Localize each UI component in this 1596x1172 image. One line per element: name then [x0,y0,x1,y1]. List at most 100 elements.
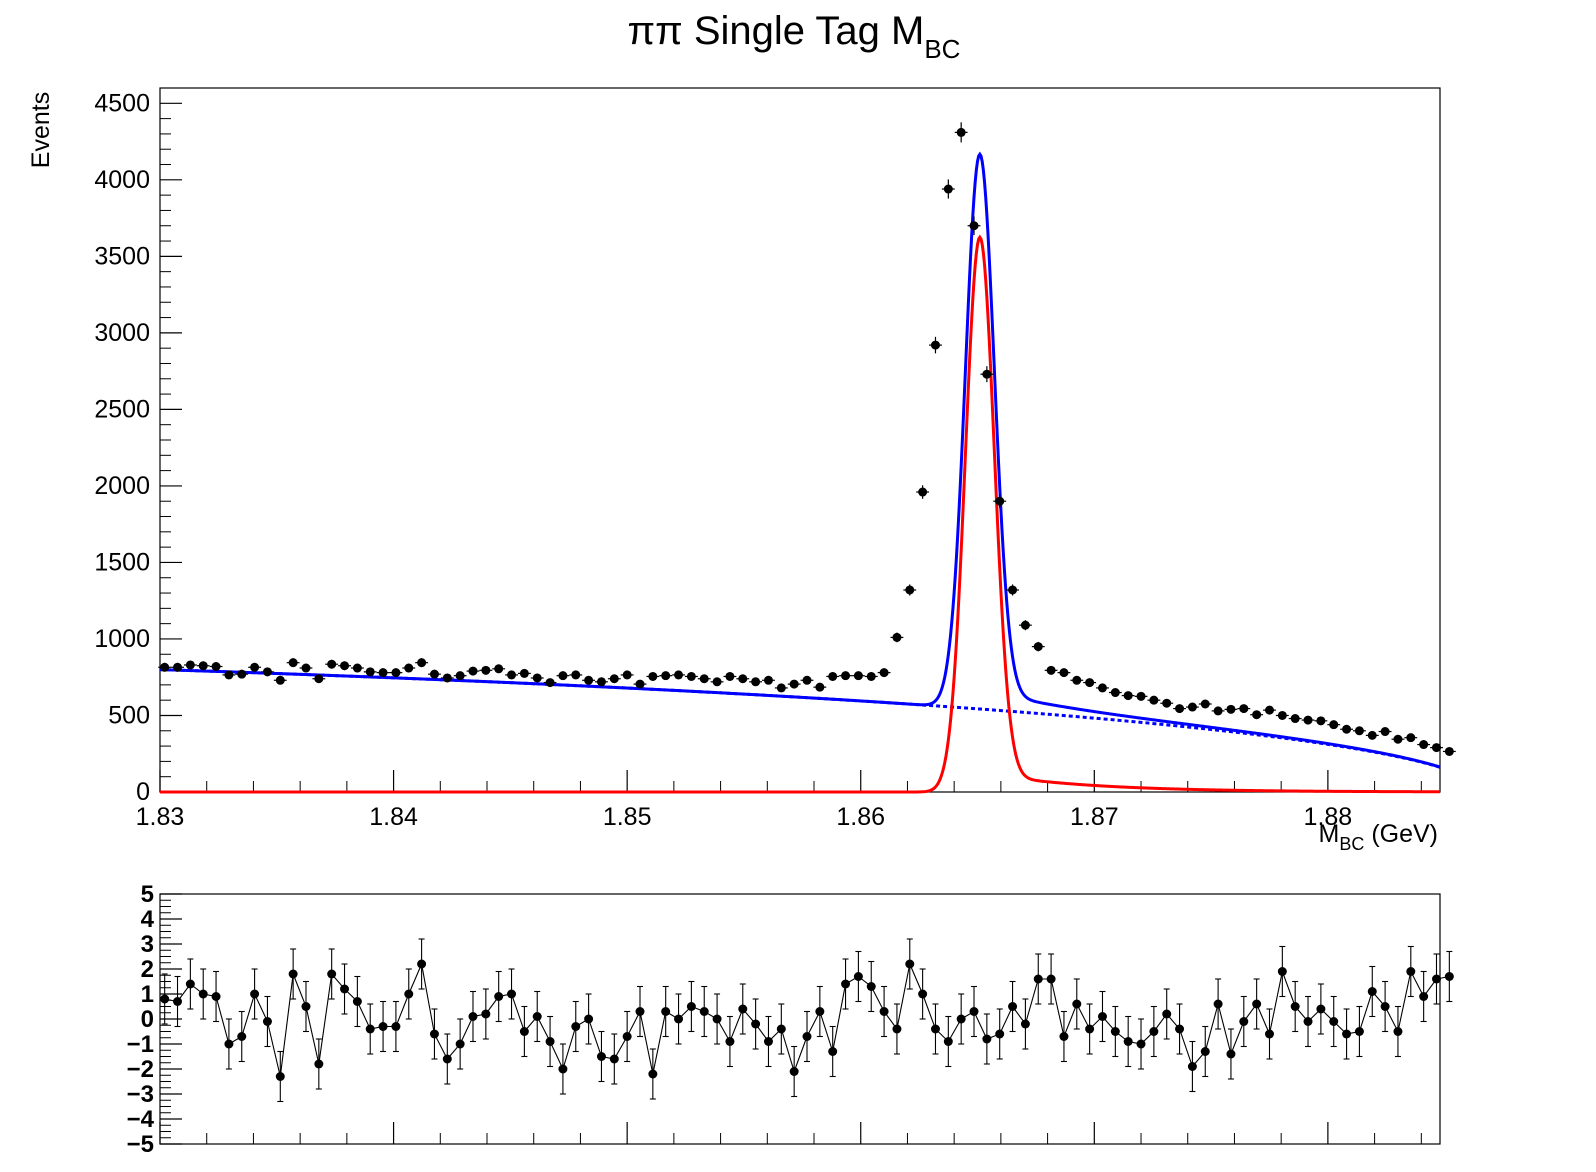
data-point-marker [1277,710,1287,720]
data-point [530,673,544,683]
pull-point [1419,970,1429,1023]
data-point-marker [404,663,414,673]
data-point-marker [1175,704,1185,714]
data-point [1378,727,1392,737]
data-point-marker [327,659,337,669]
data-point-marker [507,670,517,680]
data-point [440,673,454,683]
pull-marker [841,979,851,989]
data-point [1121,691,1135,701]
pull-marker [751,1019,761,1029]
pull-point [866,960,876,1013]
data-point [787,679,801,689]
pull-marker [995,1029,1005,1039]
data-point [1018,620,1032,631]
data-point-marker [160,662,170,672]
main-axes: 0 500 1000 1500 2000 2500 3000 3500 4000 4500 1.83… [94,87,1422,831]
data-point [286,658,300,668]
data-point-marker [853,671,863,681]
pull-point [661,985,671,1038]
data-point [235,669,249,679]
data-point [954,122,968,143]
pull-point [1393,1005,1403,1058]
pull-point [892,1003,902,1055]
data-point-marker [763,675,773,685]
pull-marker [1277,967,1287,976]
data-point-marker [340,661,350,671]
data-point [890,632,904,643]
data-point [736,674,750,684]
data-point-marker [545,678,555,688]
data-point-marker [635,679,645,689]
data-point [350,663,364,673]
data-point-marker [930,340,940,350]
pull-marker [1342,1029,1352,1039]
pull-point [1175,1003,1185,1055]
data-point-marker [995,496,1005,506]
pull-point [1200,1025,1210,1078]
data-point [1096,683,1109,693]
data-point-marker [969,221,979,231]
y-tick-label: 4000 [94,166,150,194]
pull-marker [558,1064,568,1074]
pull-marker [571,1022,581,1031]
pull-point [982,1013,992,1065]
data-point-marker [905,585,915,595]
data-point [299,663,313,673]
pull-marker [609,1054,619,1064]
pull-marker [1033,974,1043,984]
data-point-marker [1393,734,1403,744]
data-point-marker [648,671,658,681]
data-point [1031,641,1045,652]
pull-point [1354,1005,1364,1058]
data-point [620,670,634,680]
pull-point [1033,953,1043,1005]
pull-y-tick-label: −3 [127,1081,154,1108]
pull-point [494,970,504,1023]
data-point-marker [1380,727,1390,737]
data-point [479,665,493,675]
x-axis-label-unit: (GeV) [1364,820,1438,848]
data-point-marker [699,674,709,684]
data-point-marker [1419,740,1429,750]
pull-point [275,1050,285,1103]
data-point [492,664,506,674]
pull-marker [404,989,414,999]
data-point [1211,706,1225,716]
pull-point [1059,1010,1069,1063]
pull-marker [275,1072,285,1081]
data-point-marker [1303,715,1313,725]
data-point [659,671,673,681]
data-point [402,663,416,673]
data-point-marker [1444,746,1454,756]
data-point-marker [1252,710,1262,720]
pull-marker [892,1024,902,1034]
data-points [158,122,1456,756]
data-point [248,662,262,672]
pull-marker [1136,1039,1146,1049]
data-point [941,179,955,199]
data-point-marker [1264,705,1274,715]
pull-marker [661,1007,671,1016]
data-point [376,668,390,678]
data-point [273,675,287,685]
pull-y-tick-label: 1 [141,981,154,1008]
data-point [877,668,891,678]
pull-marker [1175,1024,1185,1034]
pull-point [558,1043,568,1095]
pull-marker [802,1032,812,1041]
data-point [646,671,660,681]
y-tick-label: 4500 [94,89,150,117]
pull-point [609,1033,619,1085]
data-point-marker [391,668,401,678]
pull-point [943,1015,953,1068]
pull-marker [930,1024,940,1034]
x-tick-label: 1.87 [1070,803,1119,831]
data-point-marker [1020,620,1030,630]
pull-marker [1290,1002,1300,1011]
pull-marker [352,997,362,1006]
pull-marker [648,1069,658,1079]
data-point [839,671,852,681]
pull-marker [1252,999,1262,1009]
x-axis-label-main: M [1319,820,1340,848]
